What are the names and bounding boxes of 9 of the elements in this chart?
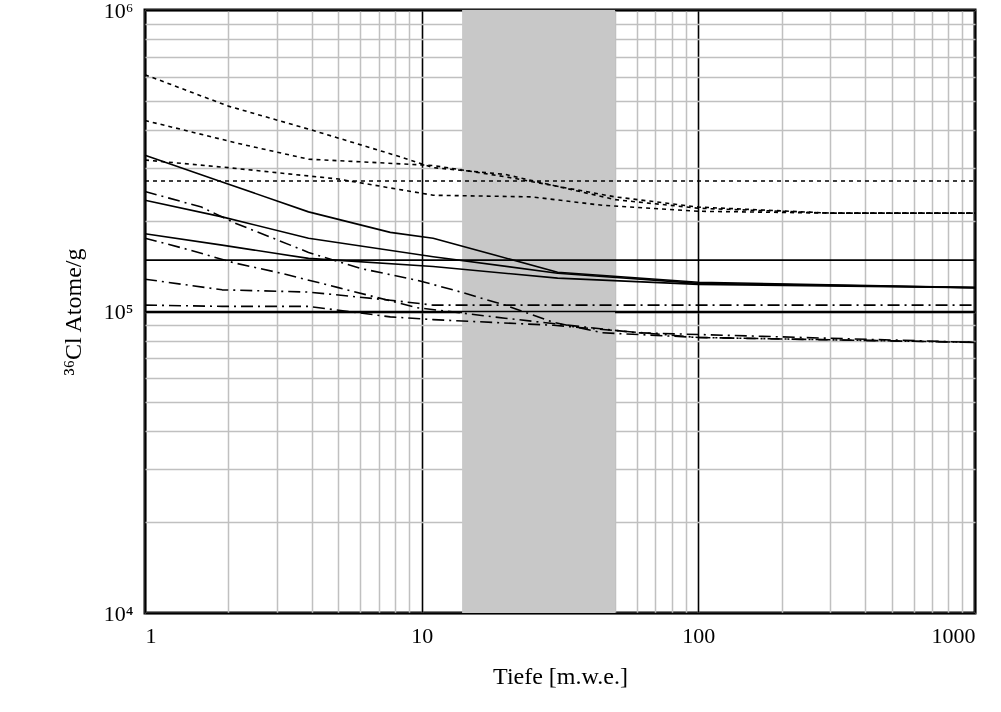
x-axis-title: Tiefe [m.w.e.] <box>493 662 628 689</box>
y-tick-label: 10⁴ <box>103 600 134 626</box>
y-tick-label: 10⁶ <box>103 0 134 23</box>
y-tick-label: 10⁵ <box>103 299 134 324</box>
x-tick-label: 100 <box>682 622 716 648</box>
x-tick-label: 10 <box>411 622 434 648</box>
x-tick-label: 1000 <box>931 622 976 648</box>
x-tick-label: 1 <box>145 622 157 648</box>
y-axis-title: ³⁶Cl Atome/g <box>59 248 86 376</box>
